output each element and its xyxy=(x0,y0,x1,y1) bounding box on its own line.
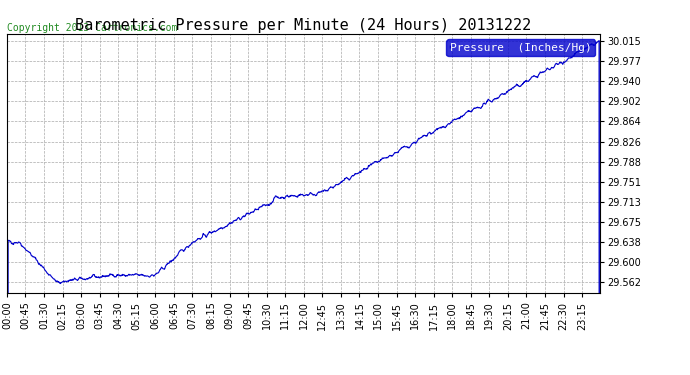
Text: Copyright 2013 Cartronics.com: Copyright 2013 Cartronics.com xyxy=(8,23,178,33)
Title: Barometric Pressure per Minute (24 Hours) 20131222: Barometric Pressure per Minute (24 Hours… xyxy=(75,18,532,33)
Legend: Pressure  (Inches/Hg): Pressure (Inches/Hg) xyxy=(446,39,595,56)
